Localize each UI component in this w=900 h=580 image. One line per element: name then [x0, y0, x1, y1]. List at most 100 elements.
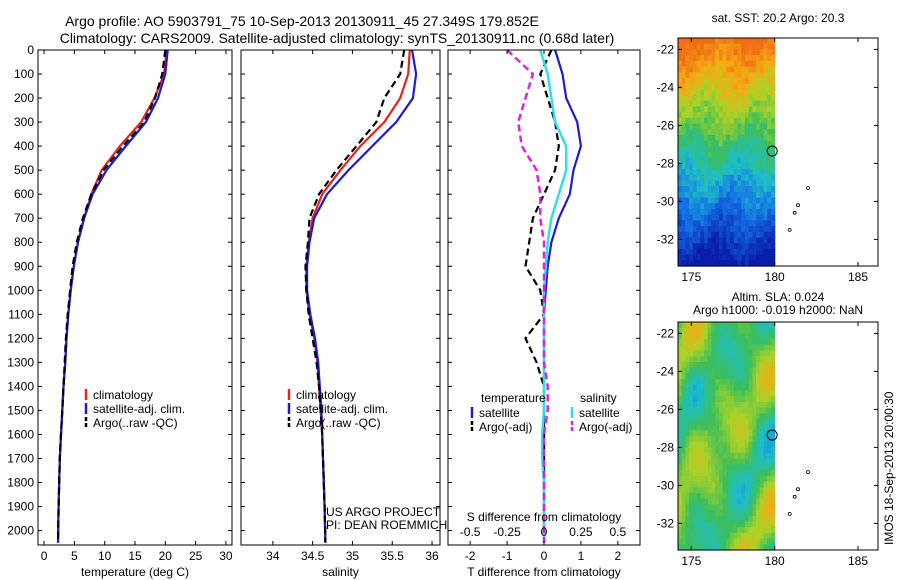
map-cell	[718, 436, 724, 443]
map-cell	[704, 344, 709, 352]
map-cell	[711, 464, 716, 471]
map-cell	[681, 367, 687, 374]
x-tick-label: 30	[219, 549, 233, 563]
map-cell	[696, 66, 701, 73]
map-cell	[759, 413, 765, 420]
map-cell	[748, 532, 753, 540]
series-line-1	[542, 49, 583, 543]
map-cell	[722, 413, 727, 420]
map-cell	[689, 356, 694, 363]
map-cell	[700, 418, 705, 426]
map-cell	[730, 493, 735, 500]
map-cell	[715, 209, 720, 216]
map-cell	[681, 214, 687, 221]
map-cell	[692, 390, 698, 397]
map-cell	[730, 532, 735, 540]
map-cell	[696, 95, 701, 102]
map-cell	[759, 248, 765, 256]
map-cell	[741, 464, 746, 471]
map-cell	[692, 112, 698, 119]
map-cell	[733, 407, 739, 414]
map-cell	[737, 515, 742, 523]
map-cell	[730, 83, 735, 90]
map-cell	[681, 72, 687, 79]
map-cell	[763, 231, 768, 239]
map-cell	[711, 350, 716, 357]
map-cell	[748, 515, 753, 523]
map-cell	[770, 493, 776, 500]
map-cell	[704, 38, 709, 45]
map-cell	[711, 475, 716, 483]
map-cell	[715, 356, 720, 363]
map-cell	[770, 333, 776, 340]
map-cell	[707, 83, 713, 90]
map-cell	[759, 186, 765, 193]
map-cell	[678, 112, 683, 119]
map-cell	[711, 112, 716, 119]
map-cell	[737, 510, 742, 517]
map-cell	[748, 169, 753, 176]
map-cell	[678, 470, 683, 477]
map-cell	[744, 140, 750, 147]
map-cell	[726, 72, 731, 79]
map-cell	[759, 146, 765, 153]
map-cell	[692, 339, 698, 346]
map-cell	[711, 243, 716, 250]
map-cell	[759, 209, 765, 216]
map-cell	[763, 544, 768, 551]
map-cell	[756, 470, 761, 477]
map-cell	[770, 396, 776, 403]
map-cell	[692, 203, 698, 210]
map-cell	[759, 339, 765, 346]
map-cell	[756, 350, 761, 357]
map-cell	[704, 418, 709, 426]
map-cell	[767, 333, 772, 340]
map-cell	[700, 248, 705, 256]
map-cell	[700, 521, 705, 528]
map-cell	[759, 510, 765, 517]
map-cell	[715, 163, 720, 170]
map-cell	[722, 180, 727, 187]
map-cell	[700, 260, 705, 267]
map-cell	[748, 510, 753, 517]
map-cell	[752, 356, 757, 363]
map-cell	[767, 441, 772, 448]
map-cell	[756, 254, 761, 261]
map-cell	[681, 413, 687, 420]
map-cell	[707, 515, 713, 523]
map-cell	[730, 367, 735, 374]
map-cell	[707, 72, 713, 79]
map-cell	[759, 106, 765, 113]
map-cell	[726, 83, 731, 90]
map-cell	[718, 106, 724, 113]
map-cell	[763, 134, 768, 142]
map-cell	[685, 390, 690, 397]
map-cell	[733, 72, 739, 79]
map-cell	[737, 83, 742, 90]
map-cell	[689, 504, 694, 511]
map-cell	[678, 430, 683, 437]
map-cell	[744, 134, 750, 142]
map-cell	[770, 191, 776, 199]
map-cell	[689, 248, 694, 256]
map-cell	[730, 209, 735, 216]
map-cell	[692, 66, 698, 73]
map-cell	[692, 361, 698, 369]
map-cell	[681, 384, 687, 391]
map-cell	[752, 169, 757, 176]
map-cell	[715, 373, 720, 380]
map-cell	[767, 180, 772, 187]
map-cell	[678, 350, 683, 357]
map-cell	[718, 248, 724, 256]
map-cell	[681, 430, 687, 437]
map-cell	[733, 83, 739, 90]
map-cell	[678, 390, 683, 397]
map-cell	[711, 49, 716, 56]
map-cell	[744, 83, 750, 90]
map-cell	[707, 379, 713, 386]
map-cell	[678, 464, 683, 471]
map-cell	[718, 493, 724, 500]
map-cell	[741, 243, 746, 250]
map-cell	[689, 430, 694, 437]
